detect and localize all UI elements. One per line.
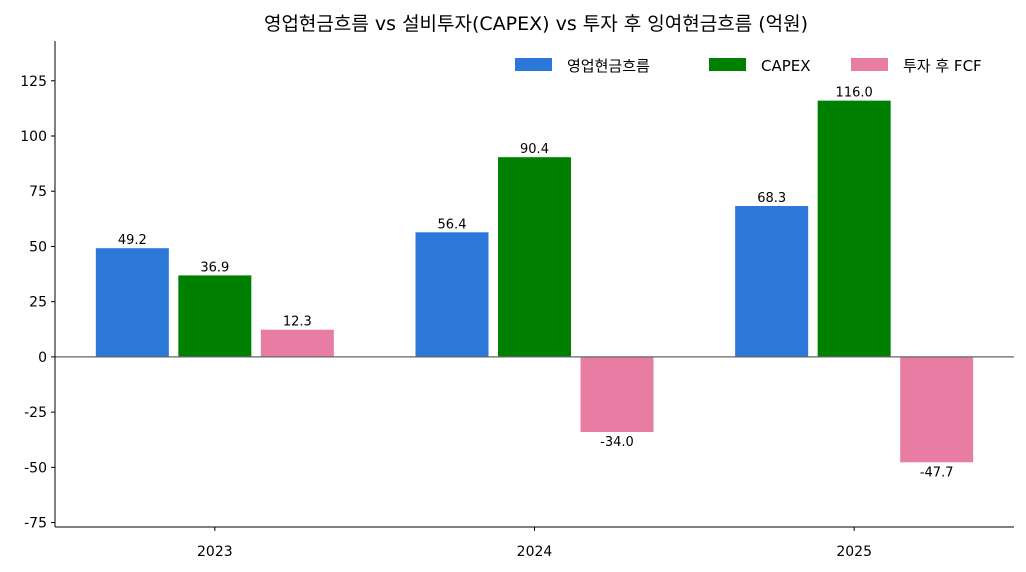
legend-label: CAPEX	[761, 57, 811, 75]
y-tick-label: 0	[38, 350, 47, 366]
data-label: 90.4	[520, 142, 549, 157]
y-tick-label: 125	[20, 74, 47, 90]
legend: 영업현금흐름 CAPEX 투자 후 FCF	[515, 57, 982, 75]
data-label: -34.0	[600, 435, 634, 450]
plot-area: 49.2 56.4 68.3 36.9 90.4 116.0 12.3 -34.0 -47.7	[55, 86, 1014, 480]
legend-label: 투자 후 FCF	[903, 57, 982, 75]
x-tick-label: 2025	[836, 544, 872, 560]
chart-title: 영업현금흐름 vs 설비투자(CAPEX) vs 투자 후 잉여현금흐름 (억원…	[264, 13, 808, 35]
data-label: 68.3	[757, 191, 786, 206]
bar	[260, 329, 334, 357]
data-label: 36.9	[200, 260, 229, 275]
y-tick-label: 50	[29, 239, 47, 255]
legend-label: 영업현금흐름	[567, 57, 650, 75]
x-tick-label: 2024	[517, 544, 553, 560]
data-label: 12.3	[283, 315, 312, 330]
legend-swatch	[709, 58, 746, 71]
y-tick-label: 75	[29, 184, 47, 200]
bar	[580, 356, 654, 433]
legend-swatch	[851, 58, 888, 71]
bar	[817, 100, 891, 357]
y-tick-label: -25	[24, 405, 47, 421]
x-axis: 2023 2024 2025	[55, 526, 1014, 560]
y-tick-label: -50	[24, 460, 47, 476]
data-label: -47.7	[920, 465, 954, 480]
bar	[735, 206, 809, 357]
bar	[900, 356, 974, 463]
bar	[178, 275, 252, 357]
y-tick-label: 100	[20, 129, 47, 145]
data-label: 116.0	[836, 86, 873, 101]
bar	[498, 157, 571, 357]
x-tick-label: 2023	[197, 544, 233, 560]
bar	[415, 232, 489, 357]
y-tick-label: -75	[24, 516, 47, 532]
data-label: 49.2	[118, 233, 147, 248]
data-label: 56.4	[438, 217, 467, 232]
legend-swatch	[515, 58, 552, 71]
y-tick-label: 25	[29, 295, 47, 311]
bar	[95, 248, 169, 357]
y-axis: -75 -50 -25 0 25 50 75 100 125	[20, 41, 56, 532]
